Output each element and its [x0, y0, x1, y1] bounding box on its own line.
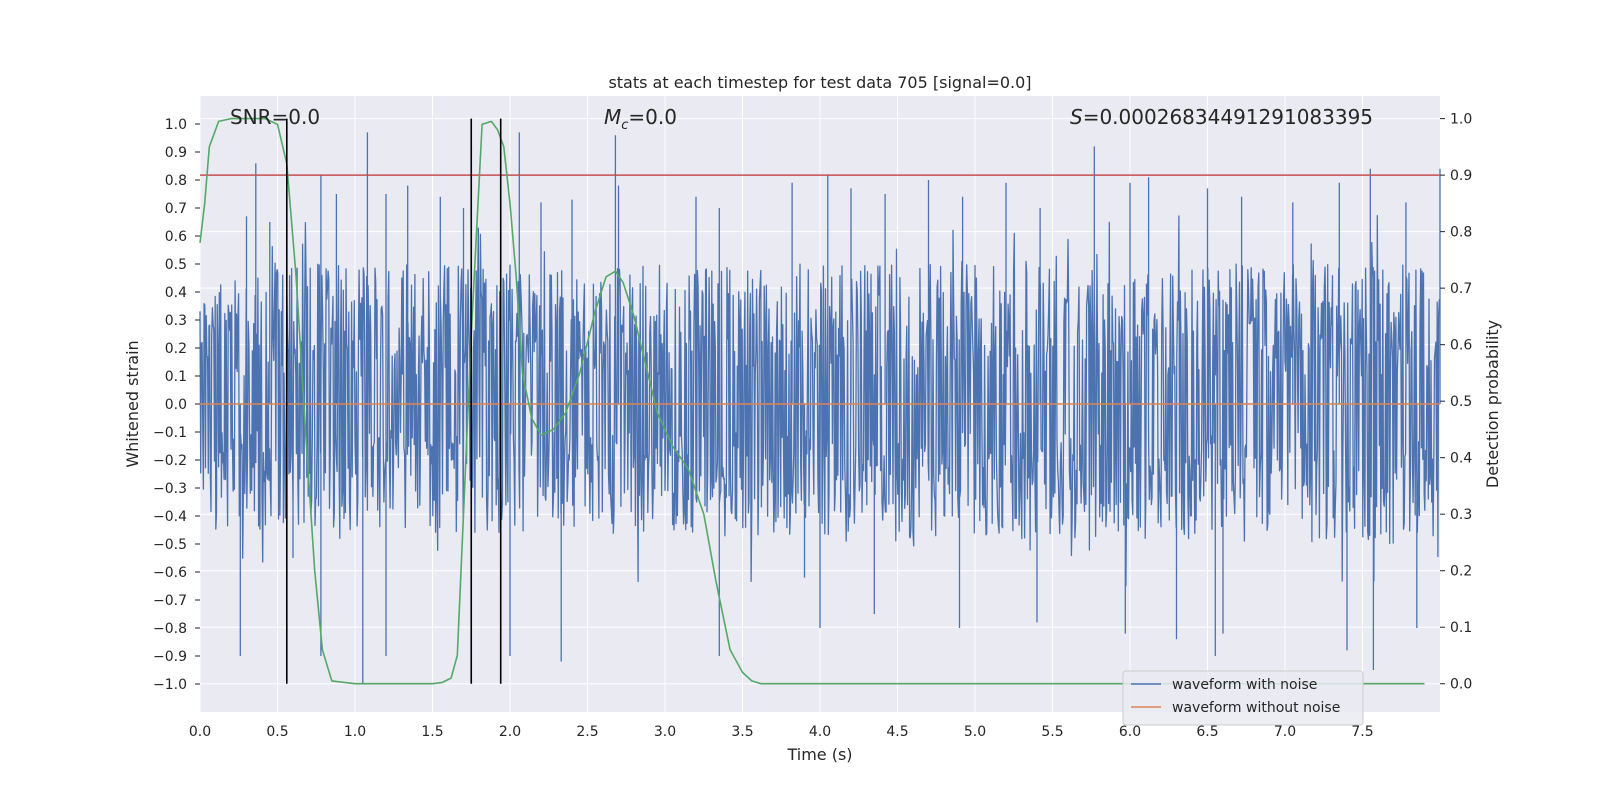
y2-tick-label: 0.3	[1450, 507, 1472, 523]
annotation-s-value: =0.00026834491291083395	[1083, 105, 1373, 129]
x-tick-label: 1.5	[421, 724, 443, 740]
y-tick-label: −0.8	[153, 621, 187, 637]
y2-tick-labels: 1.0 0.9 0.8 0.7 0.6 0.5 0.4 0.3 0.2 0.1 0.0	[1440, 112, 1472, 693]
y2-axis-label: Detection probability	[1483, 320, 1502, 488]
x-tick-label: 1.0	[344, 724, 366, 740]
x-tick-label: 7.0	[1274, 724, 1296, 740]
y-tick-label: −0.1	[153, 425, 187, 441]
y-tick-label: 1.0	[165, 117, 187, 133]
x-axis-label: Time (s)	[786, 745, 852, 764]
y-tick-label: −0.7	[153, 593, 187, 609]
annotation-mc-symbol: M	[604, 105, 621, 129]
y2-tick-label: 1.0	[1450, 112, 1472, 128]
x-tick-label: 7.5	[1351, 724, 1373, 740]
y-tick-label: −0.4	[153, 509, 187, 525]
probability-curve	[199, 117, 1425, 685]
x-tick-label: 2.0	[499, 724, 521, 740]
y2-tick-label: 0.6	[1450, 338, 1472, 354]
x-tick-labels: 0.0 0.5 1.0 1.5 2.0 2.5 3.0 3.5 4.0 4.5 5.0 5.5 6.0 6…	[189, 724, 1374, 740]
y-tick-label: 0.1	[165, 369, 187, 385]
annotation-s: S=0.00026834491291083395	[1070, 105, 1373, 129]
y2-tick-label: 0.5	[1450, 394, 1472, 410]
y2-tick-label: 0.4	[1450, 451, 1472, 467]
noise-trace	[199, 132, 1441, 684]
x-tick-label: 3.5	[731, 724, 753, 740]
x-tick-label: 5.5	[1041, 724, 1063, 740]
x-tick-label: 4.5	[886, 724, 908, 740]
y-tick-label: 0.9	[165, 145, 187, 161]
x-tick-label: 0.5	[266, 724, 288, 740]
chart-title: stats at each timestep for test data 705…	[608, 73, 1031, 92]
legend-label-clean: waveform without noise	[1172, 700, 1340, 716]
x-tick-label: 6.0	[1119, 724, 1141, 740]
series-detection-probability	[199, 117, 1425, 685]
y-axis-label: Whitened strain	[123, 340, 142, 467]
y-tick-label: −0.5	[153, 537, 187, 553]
y-tick-label: 0.0	[165, 397, 187, 413]
y-tick-label: 0.3	[165, 313, 187, 329]
annotation-mc-value: =0.0	[628, 105, 677, 129]
y-tick-label: 0.7	[165, 201, 187, 217]
x-tick-label: 3.0	[654, 724, 676, 740]
y-tick-label: −0.2	[153, 453, 187, 469]
y-tick-label: −0.3	[153, 481, 187, 497]
y2-tick-label: 0.1	[1450, 620, 1472, 636]
y2-tick-label: 0.9	[1450, 168, 1472, 184]
y2-tick-label: 0.8	[1450, 225, 1472, 241]
y-tick-labels: 1.0 0.9 0.8 0.7 0.6 0.5 0.4 0.3 0.2 0.1 0.0 −0.1 −0.…	[153, 117, 200, 693]
y-tick-label: 0.4	[165, 285, 187, 301]
y-tick-label: −1.0	[153, 677, 187, 693]
y2-tick-label: 0.7	[1450, 281, 1472, 297]
annotation-chirp-mass: Mc=0.0	[604, 105, 677, 133]
y-tick-label: 0.6	[165, 229, 187, 245]
x-tick-label: 2.5	[576, 724, 598, 740]
x-tick-label: 5.0	[964, 724, 986, 740]
annotation-mc-subscript: c	[621, 118, 628, 133]
x-tick-label: 6.5	[1196, 724, 1218, 740]
y-tick-label: −0.6	[153, 565, 187, 581]
series-waveform-with-noise	[199, 132, 1441, 684]
legend-label-noise: waveform with noise	[1172, 677, 1317, 693]
y2-tick-label: 0.0	[1450, 677, 1472, 693]
annotation-s-symbol: S	[1070, 105, 1083, 129]
legend-box	[1122, 670, 1364, 726]
vertical-markers	[285, 118, 502, 684]
x-tick-label: 4.0	[809, 724, 831, 740]
annotation-snr: SNR=0.0	[230, 105, 320, 129]
y-tick-label: 0.5	[165, 257, 187, 273]
y-tick-label: −0.9	[153, 649, 187, 665]
y2-tick-label: 0.2	[1450, 564, 1472, 580]
y-tick-label: 0.8	[165, 173, 187, 189]
x-tick-label: 0.0	[189, 724, 211, 740]
y-tick-label: 0.2	[165, 341, 187, 357]
legend: waveform with noise waveform without noi…	[1122, 670, 1364, 726]
